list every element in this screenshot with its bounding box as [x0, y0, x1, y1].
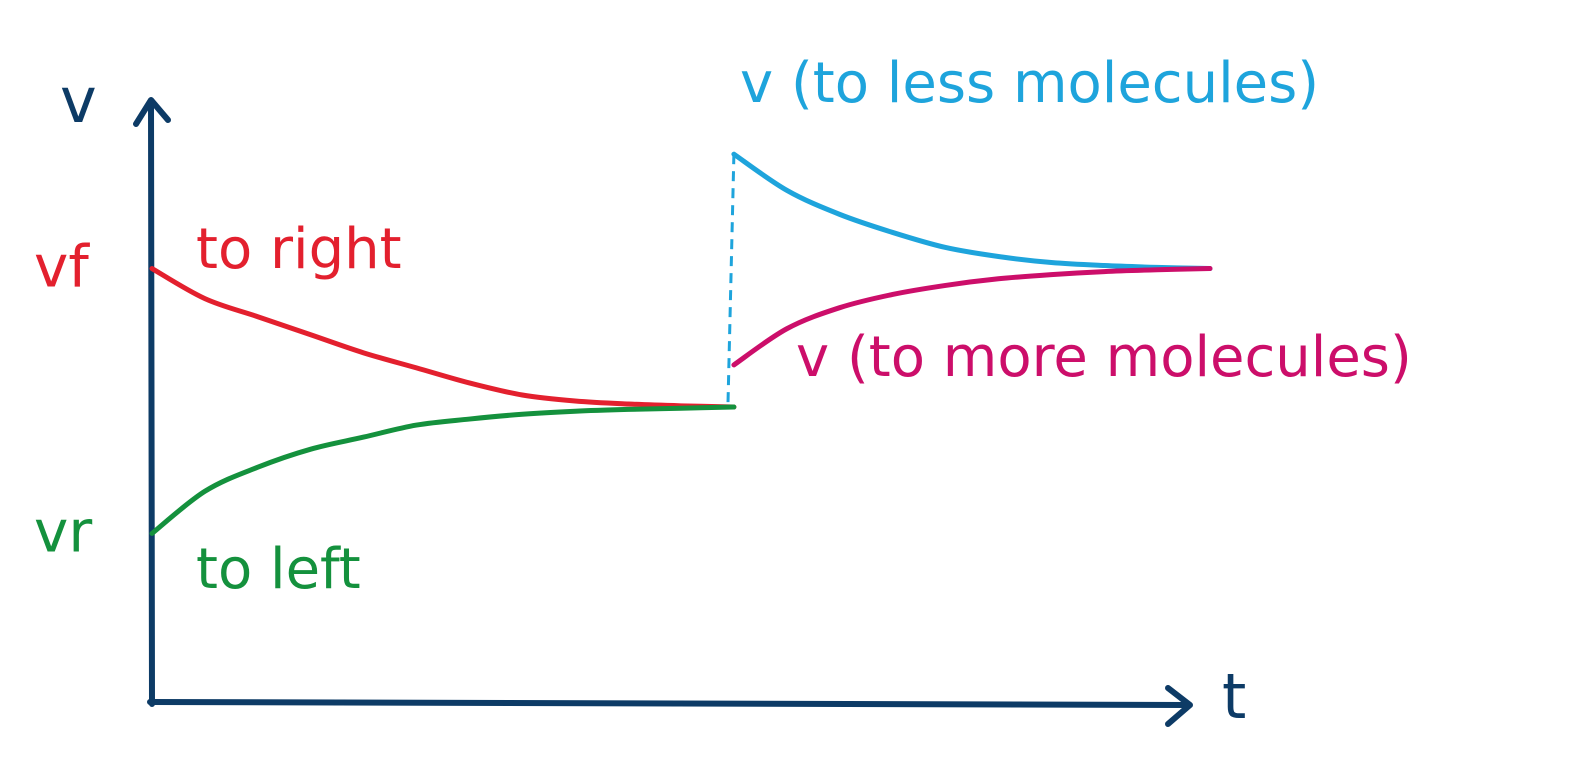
disturbance-dashed-line — [726, 154, 736, 408]
series-line-to-left — [149, 404, 737, 536]
series-layer — [149, 151, 1213, 536]
x-axis-arrowhead — [1165, 685, 1193, 727]
x-axis — [147, 699, 1191, 708]
x-axis-label: t — [1222, 660, 1246, 733]
y-axis — [148, 101, 155, 707]
series-line-to-more-molecules — [731, 266, 1213, 368]
y-tick-label-vr: vr — [34, 497, 92, 565]
series-line-to-less-molecules — [731, 151, 1213, 272]
y-tick-label-vf: vf — [34, 233, 90, 301]
annotation-to-right: to right — [196, 217, 402, 282]
series-line-to-right — [149, 266, 737, 410]
annotation-layer: to right to left v (to less molecules) v… — [196, 51, 1412, 602]
annotation-to-less-molecules: v (to less molecules) — [740, 51, 1319, 116]
y-tick-labels: vf vr — [34, 233, 92, 566]
y-axis-arrowhead — [133, 97, 171, 127]
annotation-to-more-molecules: v (to more molecules) — [796, 325, 1412, 390]
axes: v t — [60, 64, 1246, 733]
annotation-to-left: to left — [196, 537, 361, 602]
y-axis-label: v — [60, 64, 97, 137]
